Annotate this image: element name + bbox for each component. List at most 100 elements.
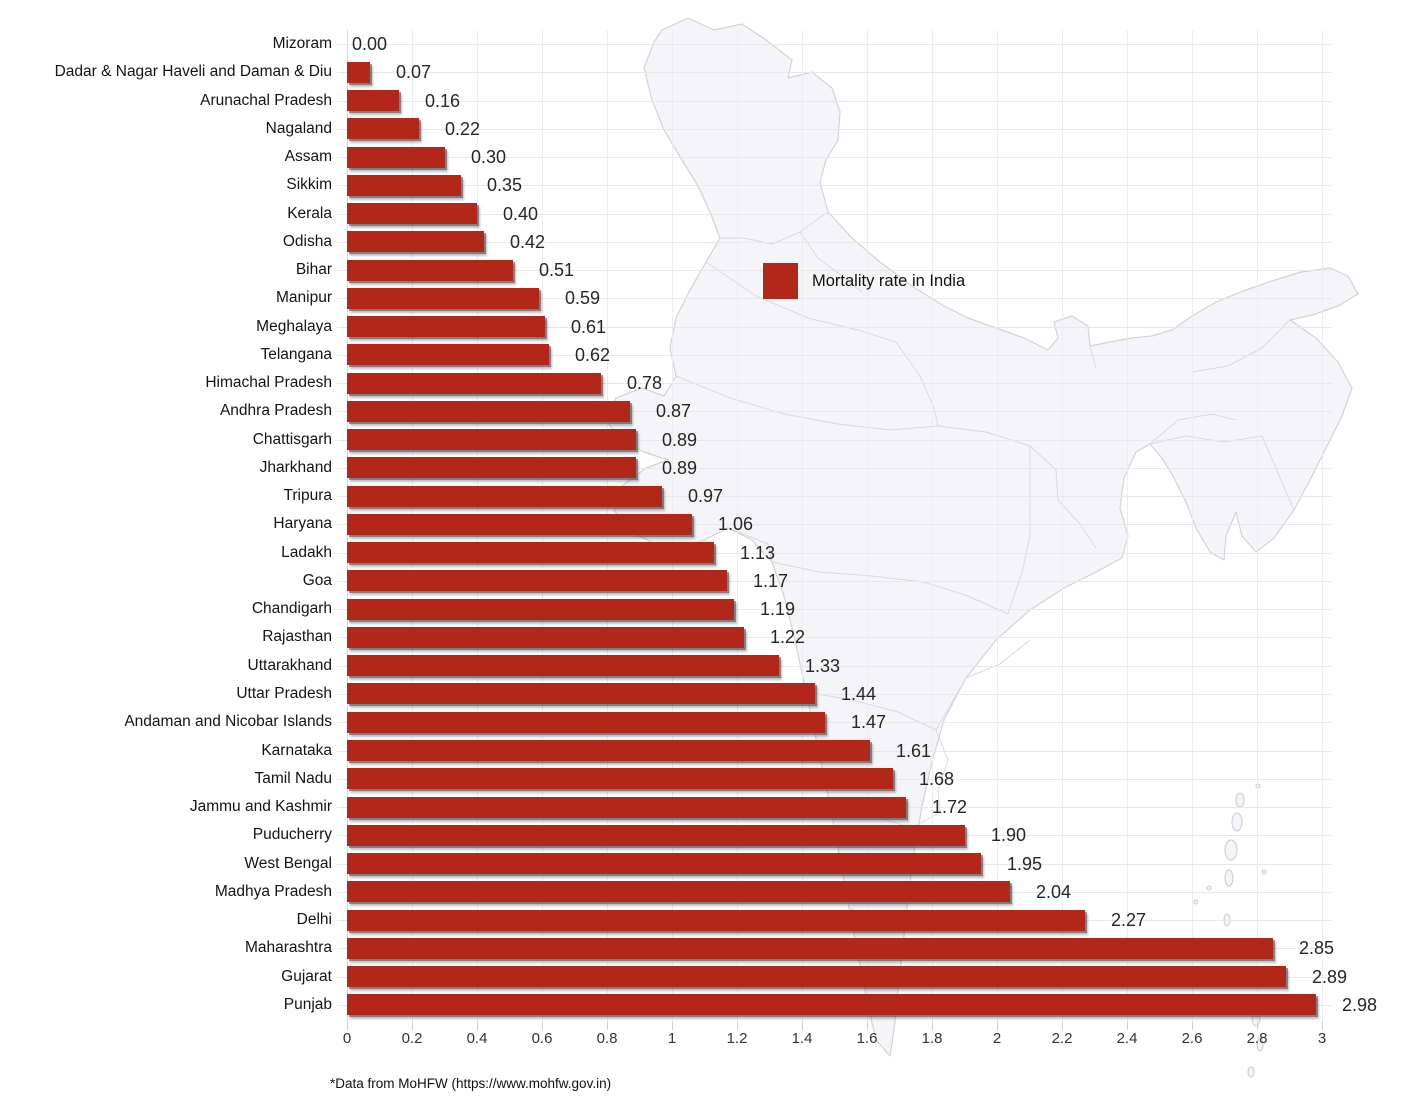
vertical-gridline: [1192, 30, 1193, 1022]
mortality-bar: [347, 938, 1273, 959]
mortality-bar: [347, 627, 744, 648]
value-label: 0.62: [575, 345, 611, 365]
state-label: Tripura: [283, 487, 332, 504]
row-gridline: [337, 553, 1332, 554]
value-label: 2.27: [1111, 910, 1147, 930]
mortality-bar: [347, 570, 727, 591]
mortality-bar: [347, 655, 779, 676]
vertical-gridline: [1322, 30, 1323, 1022]
x-axis-tick: [1192, 1022, 1193, 1030]
x-axis-tick: [672, 1022, 673, 1030]
state-label: Arunachal Pradesh: [200, 92, 332, 109]
value-label: 2.04: [1036, 882, 1072, 902]
x-tick-label: 1: [667, 1030, 677, 1047]
mortality-bar: [347, 881, 1010, 902]
row-gridline: [337, 355, 1332, 356]
value-label: 1.47: [851, 712, 887, 732]
mortality-bar: [347, 514, 692, 535]
value-label: 0.16: [425, 91, 461, 111]
state-label: Chattisgarh: [252, 431, 332, 448]
value-label: 1.90: [991, 825, 1027, 845]
state-label: Mizoram: [272, 35, 332, 52]
value-label: 0.40: [503, 204, 539, 224]
state-label: Andhra Pradesh: [219, 402, 332, 419]
legend-swatch: [763, 263, 798, 299]
mortality-bar: [347, 316, 545, 337]
value-label: 2.85: [1299, 938, 1335, 958]
vertical-gridline: [1062, 30, 1063, 1022]
value-label: 0.61: [571, 317, 607, 337]
state-label: Chandigarh: [251, 600, 332, 617]
state-label: Meghalaya: [256, 318, 332, 335]
state-label: Nagaland: [265, 120, 332, 137]
row-gridline: [337, 524, 1332, 525]
x-axis-tick: [477, 1022, 478, 1030]
legend[interactable]: Mortality rate in India: [763, 263, 965, 299]
value-label: 1.68: [919, 769, 955, 789]
state-label: Odisha: [282, 233, 332, 250]
footnote: *Data from MoHFW (https://www.mohfw.gov.…: [330, 1076, 612, 1091]
state-label: Manipur: [276, 289, 332, 306]
value-label: 0.89: [662, 458, 698, 478]
state-label: Telangana: [260, 346, 332, 363]
x-axis-tick: [347, 1022, 348, 1030]
vertical-gridline: [867, 30, 868, 1022]
state-label: Puducherry: [252, 826, 332, 843]
mortality-bar: [347, 147, 445, 168]
x-axis-tick: [1322, 1022, 1323, 1030]
row-gridline: [337, 157, 1332, 158]
vertical-gridline: [802, 30, 803, 1022]
value-label: 0.07: [396, 62, 432, 82]
state-label: Uttar Pradesh: [236, 685, 332, 702]
state-label: Haryana: [273, 515, 332, 532]
mortality-bar: [347, 683, 815, 704]
row-gridline: [337, 694, 1332, 695]
row-gridline: [337, 270, 1332, 271]
x-tick-label: 1.8: [921, 1030, 943, 1047]
state-label: Punjab: [283, 996, 332, 1013]
x-axis-tick: [412, 1022, 413, 1030]
row-gridline: [337, 44, 1332, 45]
value-label: 1.61: [896, 741, 932, 761]
row-gridline: [337, 609, 1332, 610]
state-label: Himachal Pradesh: [205, 374, 332, 391]
value-label: 1.33: [805, 656, 841, 676]
mortality-bar: [347, 712, 825, 733]
row-gridline: [337, 637, 1332, 638]
state-label: Uttarakhand: [247, 657, 332, 674]
x-axis-tick: [932, 1022, 933, 1030]
legend-label: Mortality rate in India: [812, 271, 966, 290]
x-axis-tick: [542, 1022, 543, 1030]
row-gridline: [337, 129, 1332, 130]
vertical-gridline: [1127, 30, 1128, 1022]
value-label: 0.42: [510, 232, 546, 252]
row-gridline: [337, 298, 1332, 299]
mortality-bar: [347, 853, 981, 874]
mortality-bar: [347, 62, 370, 83]
row-gridline: [337, 242, 1332, 243]
mortality-bar: [347, 910, 1085, 931]
value-label: 0.30: [471, 147, 507, 167]
row-gridline: [337, 722, 1332, 723]
mortality-bar: [347, 797, 906, 818]
value-label: 1.06: [718, 514, 754, 534]
x-tick-label: 3: [1317, 1030, 1327, 1047]
state-label: Bihar: [295, 261, 332, 278]
value-label: 2.89: [1312, 967, 1348, 987]
mortality-bar: [347, 599, 734, 620]
mortality-bar: [347, 994, 1316, 1015]
mortality-bar: [347, 203, 477, 224]
state-label: Tamil Nadu: [254, 770, 332, 787]
state-label: Assam: [284, 148, 332, 165]
state-label: Kerala: [287, 205, 332, 222]
mortality-bar: [347, 231, 484, 252]
mortality-bar: [347, 542, 714, 563]
x-axis-tick: [997, 1022, 998, 1030]
vertical-gridline: [932, 30, 933, 1022]
state-label: Dadar & Nagar Haveli and Daman & Diu: [54, 63, 332, 80]
x-axis-tick: [1127, 1022, 1128, 1030]
x-tick-label: 1.2: [726, 1030, 748, 1047]
value-label: 0.00: [352, 34, 388, 54]
mortality-bar: [347, 825, 965, 846]
mortality-bar: [347, 966, 1286, 987]
